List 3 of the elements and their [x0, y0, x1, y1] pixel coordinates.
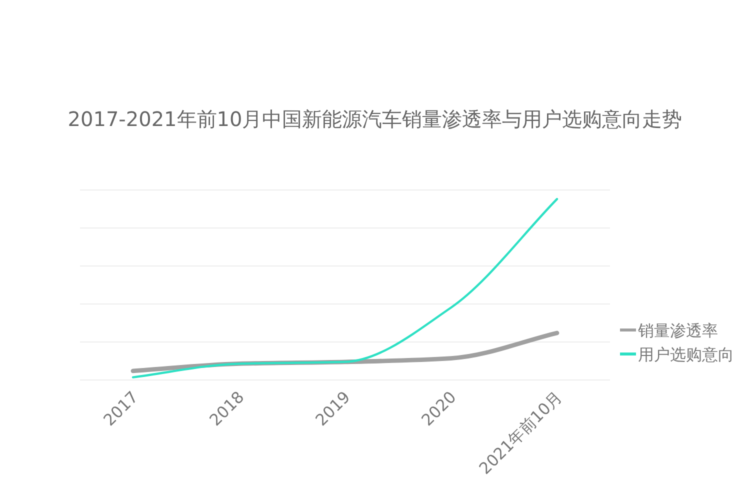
- legend-label: 用户选购意向: [638, 345, 734, 364]
- chart-title: 2017-2021年前10月中国新能源汽车销量渗透率与用户选购意向走势: [66, 106, 684, 133]
- legend-label: 销量渗透率: [637, 321, 718, 340]
